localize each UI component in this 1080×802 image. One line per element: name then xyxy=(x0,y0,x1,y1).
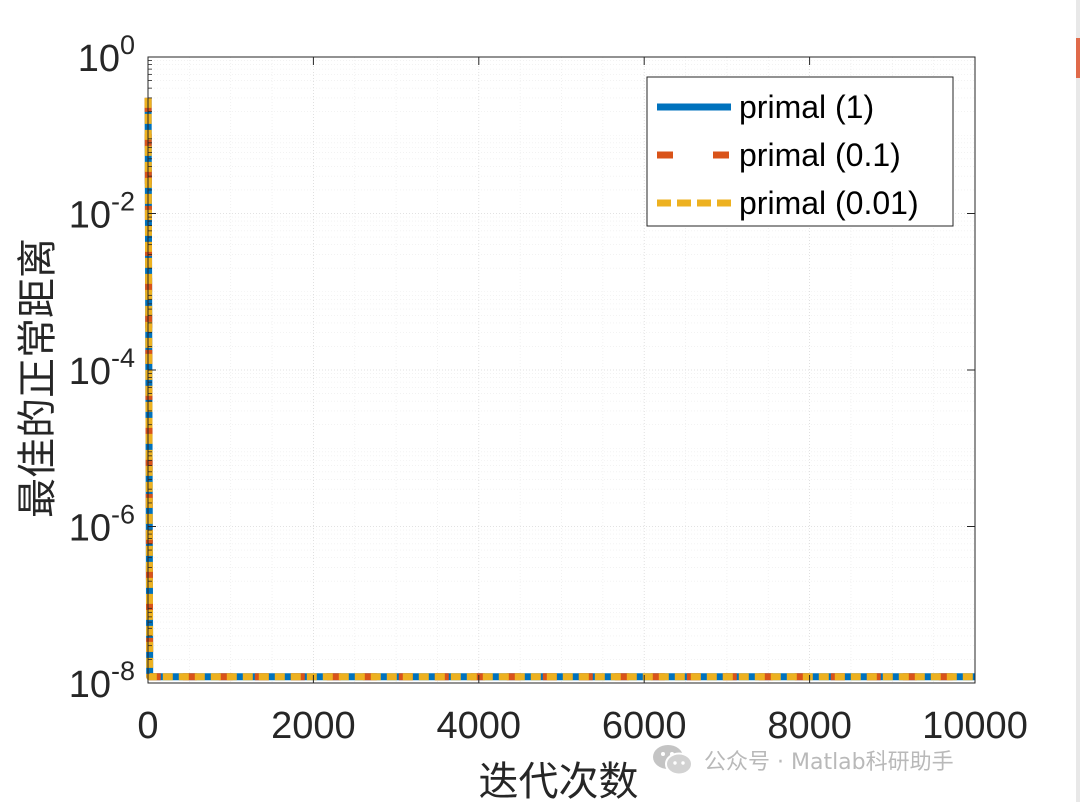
y-axis-label: 最佳的正常距离 xyxy=(15,238,61,518)
y-tick-label: 10-2 xyxy=(69,187,135,237)
x-tick-label: 2000 xyxy=(271,705,356,747)
y-tick-labels: 10-8 10-6 10-4 10-2 100 xyxy=(69,30,135,706)
edge-mark xyxy=(1076,38,1080,78)
wechat-icon xyxy=(653,745,693,776)
y-tick-label: 10-6 xyxy=(69,500,135,550)
y-tick-label: 100 xyxy=(78,30,135,80)
edge-strip xyxy=(1076,0,1080,802)
legend-label: primal (1) xyxy=(739,89,874,125)
legend-label: primal (0.01) xyxy=(739,185,919,221)
x-tick-labels: 0 2000 4000 6000 8000 10000 xyxy=(137,705,1027,747)
axis-ticks xyxy=(147,56,976,684)
watermark: 公众号 · Matlab科研助手 xyxy=(652,740,954,780)
x-tick-label: 8000 xyxy=(767,705,852,747)
x-tick-label: 10000 xyxy=(922,705,1028,747)
x-tick-label: 0 xyxy=(137,705,158,747)
x-tick-label: 6000 xyxy=(602,705,687,747)
x-tick-label: 4000 xyxy=(437,705,522,747)
legend-label: primal (0.1) xyxy=(739,137,901,173)
y-tick-label: 10-8 xyxy=(69,656,135,706)
y-tick-label: 10-4 xyxy=(69,343,135,393)
x-axis-label: 迭代次数 xyxy=(479,759,639,802)
legend: primal (1) primal (0.1) primal (0.01) xyxy=(646,76,954,227)
watermark-text: 公众号 · Matlab科研助手 xyxy=(704,750,954,775)
grid xyxy=(147,57,976,684)
